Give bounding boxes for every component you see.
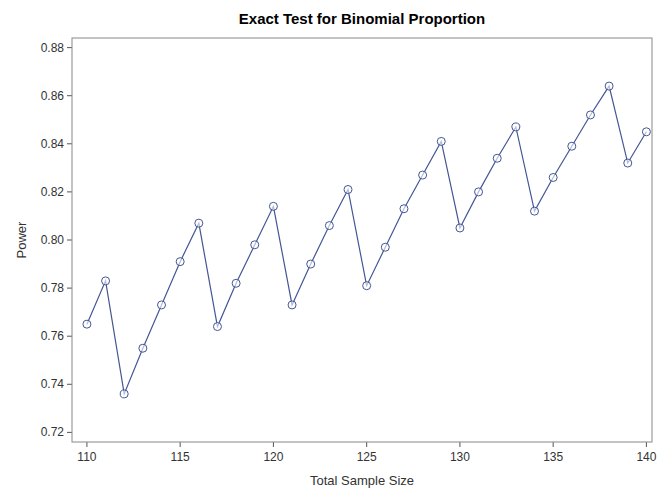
- data-group: [83, 82, 650, 398]
- x-tick-label: 140: [636, 450, 656, 464]
- data-point: [83, 320, 91, 328]
- y-tick-label: 0.84: [41, 137, 65, 151]
- x-tick-label: 125: [357, 450, 377, 464]
- x-tick-label: 135: [543, 450, 563, 464]
- x-tick: [273, 442, 274, 447]
- y-tick-label: 0.76: [41, 329, 65, 343]
- data-point: [586, 111, 594, 119]
- y-tick-label: 0.88: [41, 41, 65, 55]
- x-tick-label: 110: [77, 450, 96, 464]
- data-point: [381, 243, 389, 251]
- x-tick: [366, 442, 367, 447]
- y-tick: [67, 336, 72, 337]
- data-point: [288, 301, 296, 309]
- x-tick: [86, 442, 87, 447]
- data-point: [531, 207, 539, 215]
- data-point: [419, 171, 427, 179]
- data-point: [251, 241, 259, 249]
- data-point: [139, 344, 147, 352]
- data-point: [493, 154, 501, 162]
- y-tick: [67, 47, 72, 48]
- data-line: [87, 86, 646, 394]
- y-tick: [67, 384, 72, 385]
- y-tick-label: 0.72: [41, 425, 65, 439]
- y-tick: [67, 95, 72, 96]
- data-point: [400, 205, 408, 213]
- title: Exact Test for Binomial Proportion: [239, 10, 485, 27]
- y-tick: [67, 240, 72, 241]
- data-point: [102, 277, 110, 285]
- data-point: [456, 224, 464, 232]
- y-tick-label: 0.78: [41, 281, 65, 295]
- data-point: [605, 82, 613, 90]
- y-axis-label: Power: [14, 221, 29, 259]
- data-point: [642, 128, 650, 136]
- chart-svg: Exact Test for Binomial Proportion 0.72 0.…: [0, 0, 666, 500]
- data-point: [325, 222, 333, 230]
- y-tick: [67, 432, 72, 433]
- data-point: [232, 279, 240, 287]
- data-point: [213, 323, 221, 331]
- y-tick-label: 0.80: [41, 233, 65, 247]
- data-point: [120, 390, 128, 398]
- x-tick: [180, 442, 181, 447]
- y-tick: [67, 191, 72, 192]
- data-point: [307, 260, 315, 268]
- x-tick: [459, 442, 460, 447]
- chart-container: Exact Test for Binomial Proportion 0.72 0.…: [0, 0, 666, 500]
- data-point: [176, 258, 184, 266]
- y-tick-label: 0.74: [41, 377, 65, 391]
- background: [0, 0, 666, 500]
- x-tick-label: 115: [171, 450, 190, 464]
- data-point: [568, 142, 576, 150]
- y-tick-label: 0.86: [41, 89, 65, 103]
- data-point: [363, 282, 371, 290]
- y-tick-label: 0.82: [41, 185, 65, 199]
- data-point: [269, 202, 277, 210]
- data-point: [475, 188, 483, 196]
- data-point: [549, 173, 557, 181]
- data-point: [437, 137, 445, 145]
- x-axis-label: Total Sample Size: [310, 473, 414, 488]
- x-tick-label: 130: [450, 450, 470, 464]
- data-point: [512, 123, 520, 131]
- data-point: [195, 219, 203, 227]
- y-tick: [67, 143, 72, 144]
- y-tick: [67, 288, 72, 289]
- x-tick-label: 120: [263, 450, 283, 464]
- x-tick: [646, 442, 647, 447]
- data-point: [624, 159, 632, 167]
- plot-frame: [72, 38, 652, 442]
- data-point: [158, 301, 166, 309]
- data-point: [344, 186, 352, 194]
- x-tick: [553, 442, 554, 447]
